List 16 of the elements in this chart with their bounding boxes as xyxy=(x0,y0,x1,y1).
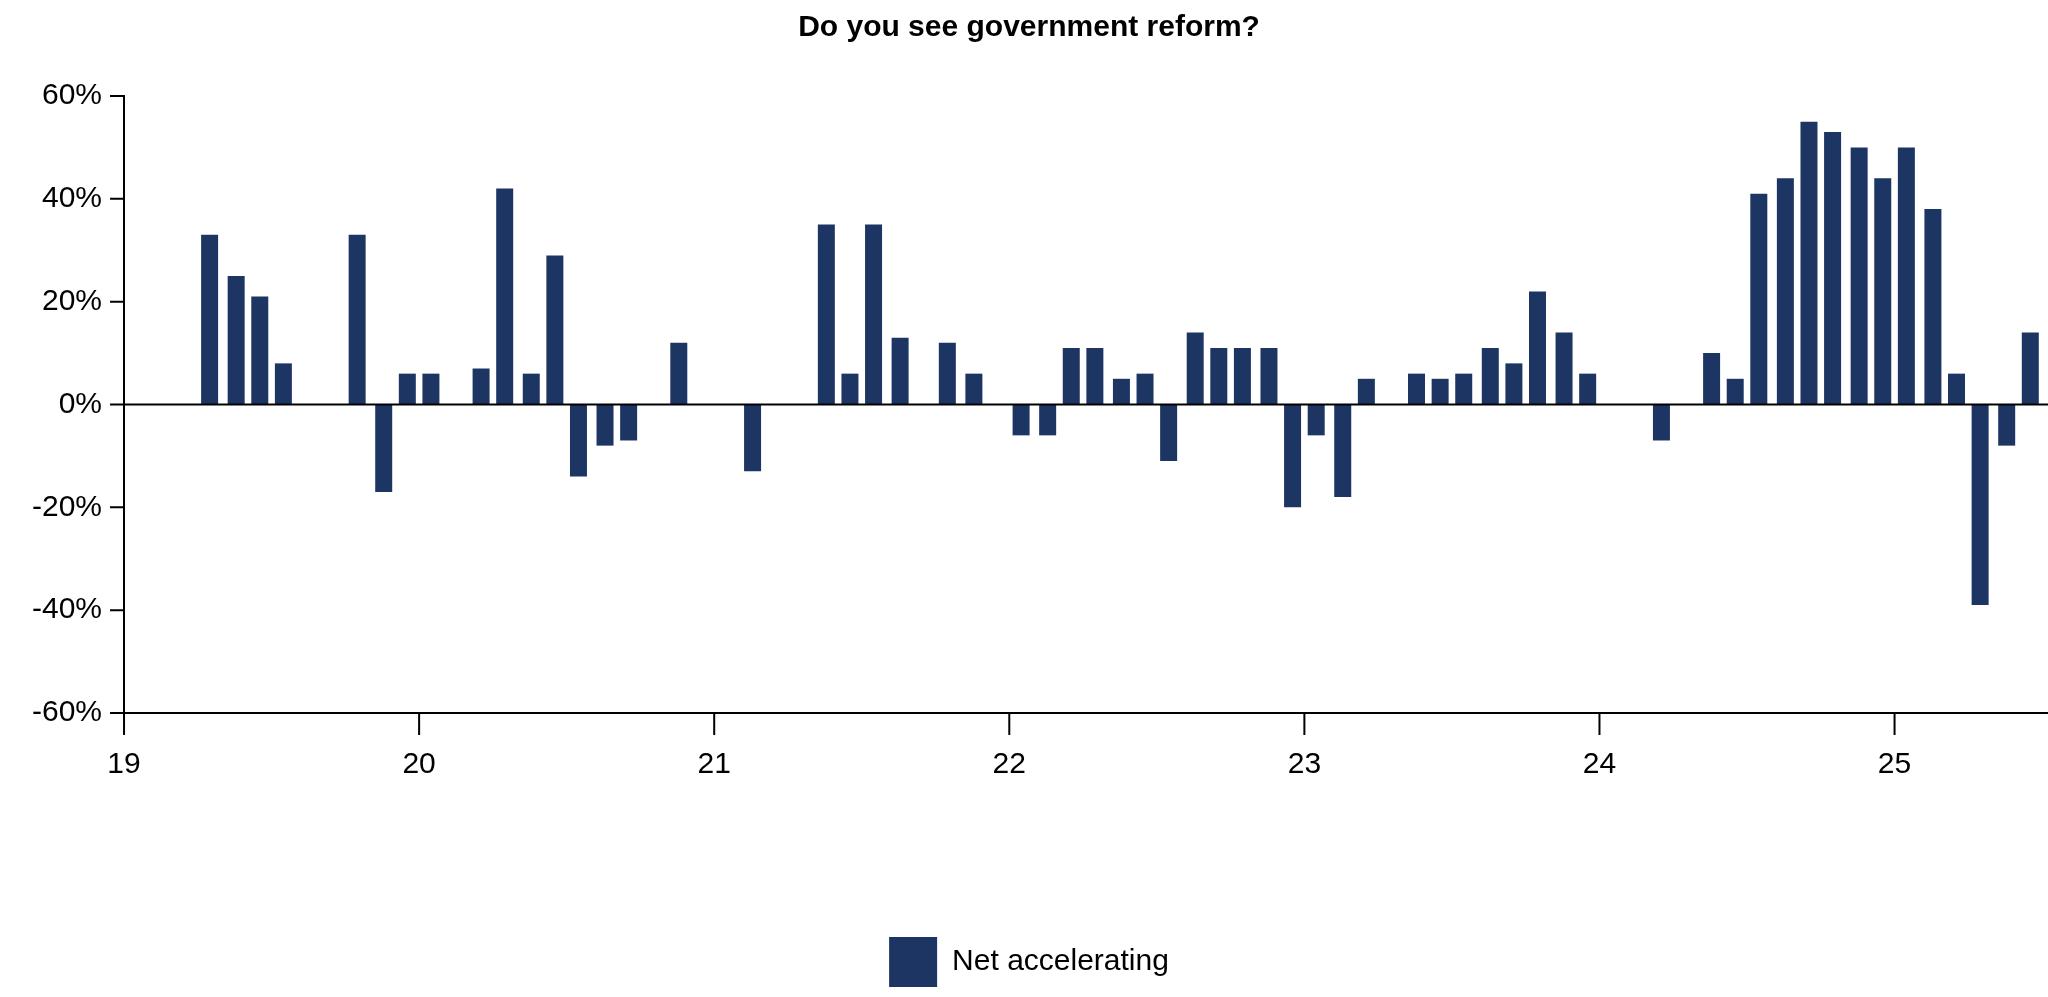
x-tick-label: 21 xyxy=(697,746,731,780)
x-tick-label: 19 xyxy=(107,746,141,780)
x-tick-label: 24 xyxy=(1582,746,1617,780)
y-tick-label: 20% xyxy=(41,282,103,316)
x-tick-label: 20 xyxy=(402,746,436,780)
x-tick-label: 23 xyxy=(1287,746,1322,780)
x-tick-label: 25 xyxy=(1877,746,1912,780)
y-tick-label: 60% xyxy=(41,77,103,111)
x-tick-label: 22 xyxy=(992,746,1026,780)
y-tick-label: 0% xyxy=(58,385,103,419)
y-tick-label: -20% xyxy=(31,488,103,522)
y-tick-label: 40% xyxy=(41,180,103,214)
legend-label: Net accelerating xyxy=(952,943,1169,977)
chart-title: Do you see government reform? xyxy=(798,9,1260,43)
y-tick-label: -60% xyxy=(31,694,103,728)
y-tick-label: -40% xyxy=(31,591,103,625)
